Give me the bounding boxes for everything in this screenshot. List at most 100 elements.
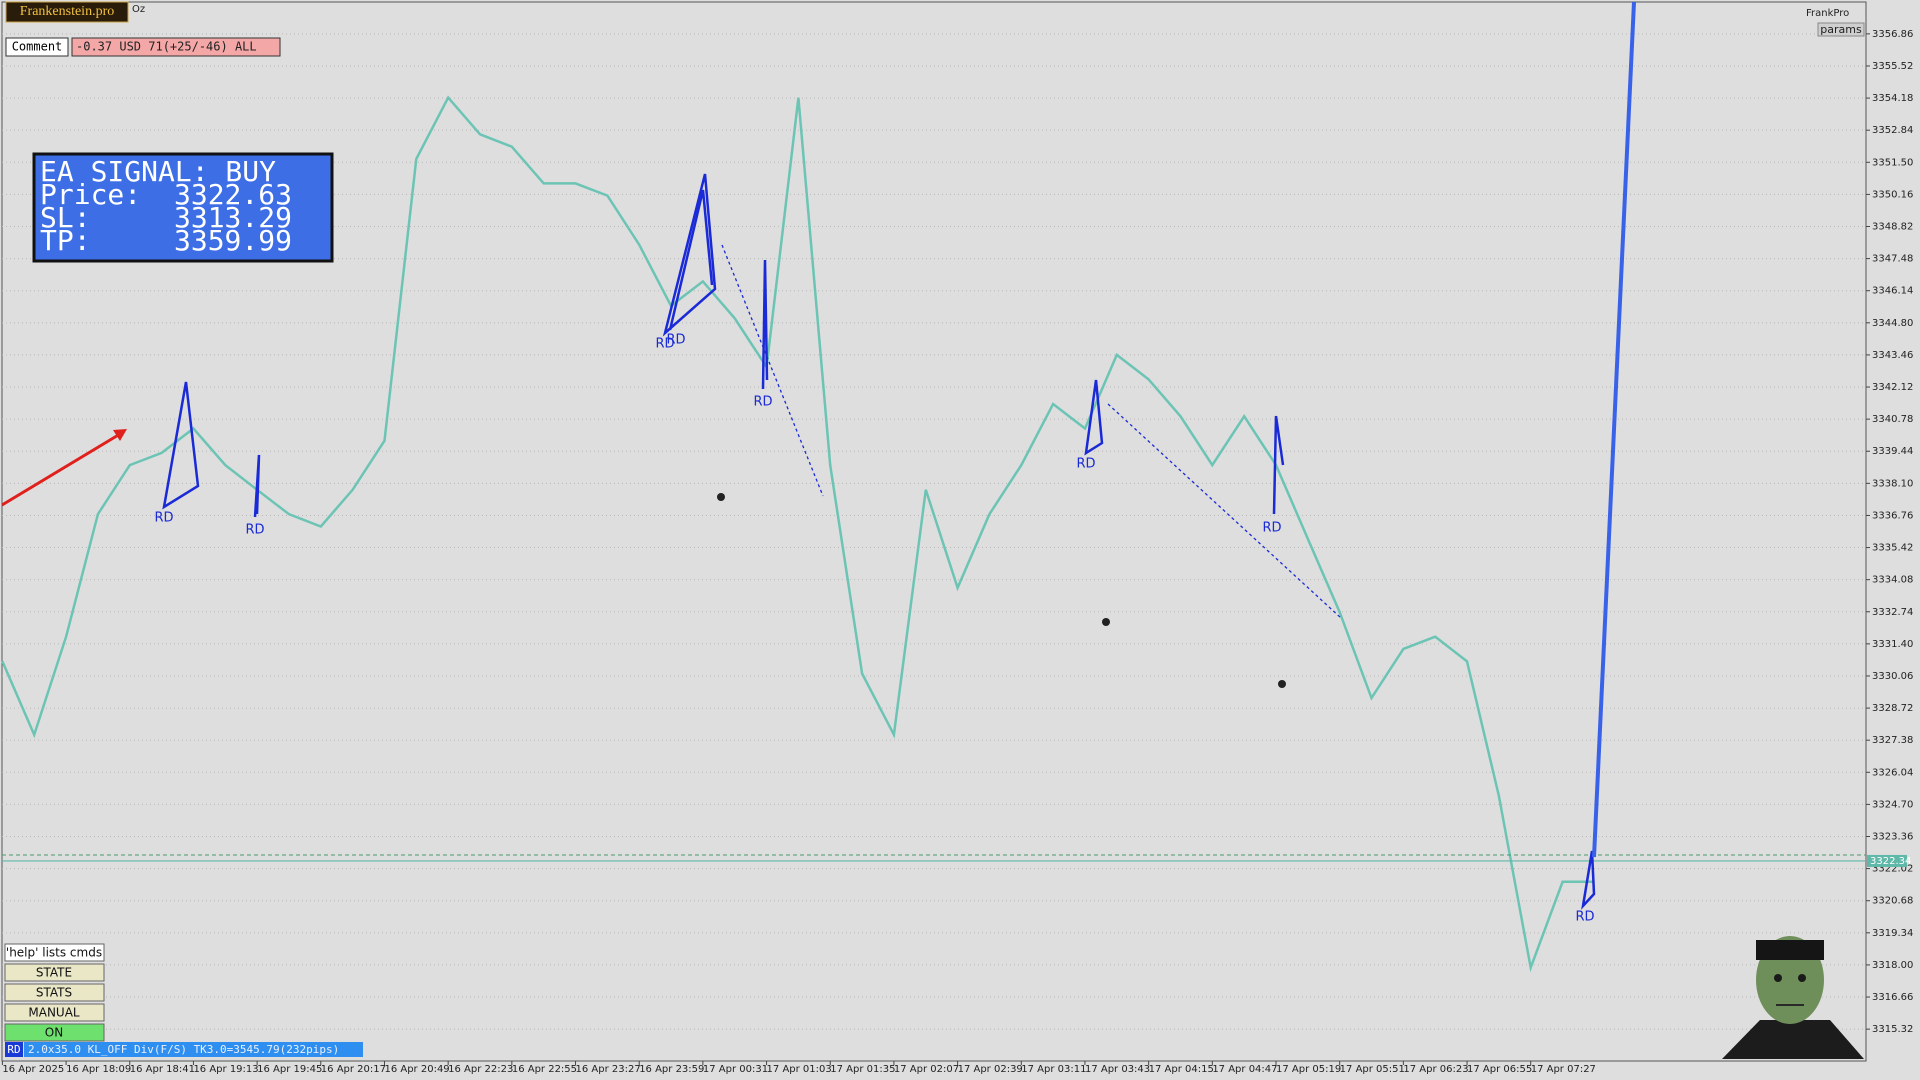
- y-tick-label: 3318.00: [1872, 960, 1913, 971]
- x-tick-label: 17 Apr 01:03: [767, 1064, 832, 1075]
- y-tick-label: 3326.04: [1872, 767, 1913, 778]
- x-tick-label: 16 Apr 22:55: [512, 1064, 577, 1075]
- ea-signal: EA SIGNAL: BUY: [40, 155, 276, 188]
- x-tick-label: 17 Apr 06:55: [1467, 1064, 1532, 1075]
- x-tick-label: 17 Apr 03:11: [1021, 1064, 1086, 1075]
- button[interactable]: [4, 943, 105, 962]
- top-right-label: FrankPro: [1806, 8, 1849, 19]
- patterns: [162, 173, 1596, 910]
- skull: [717, 493, 725, 501]
- pattern: [1581, 850, 1596, 910]
- pattern-label: RD: [1262, 521, 1281, 536]
- x-tick-label: 17 Apr 06:23: [1403, 1064, 1468, 1075]
- x-tick-label: 17 Apr 01:35: [830, 1064, 895, 1075]
- y-tick-label: 3354.18: [1872, 93, 1913, 104]
- button-label[interactable]: 'help' lists cmds: [6, 946, 102, 960]
- pattern-label: RD: [655, 337, 674, 352]
- button-label[interactable]: STATS: [36, 986, 72, 1000]
- pattern: [162, 381, 200, 510]
- account: -0.37 USD 71(+25/-46) ALL: [76, 40, 257, 54]
- params-box[interactable]: [1817, 22, 1865, 37]
- y-tick-label: 3351.50: [1872, 157, 1913, 168]
- button[interactable]: [4, 983, 105, 1002]
- grid: 3356.86 3355.52 3354.18 3352.84 3351.50 3350.…: [1, 29, 1913, 1075]
- pattern-label: RD: [666, 333, 685, 348]
- pattern-label: RD: [154, 511, 173, 526]
- button[interactable]: [4, 1023, 105, 1042]
- button[interactable]: [4, 963, 105, 982]
- button[interactable]: [4, 1003, 105, 1022]
- portrait-coat: [1722, 1020, 1864, 1059]
- x-tick-label: 16 Apr 18:09: [66, 1064, 131, 1075]
- ea-row-label: Price:: [40, 178, 141, 211]
- x-tick-label: 17 Apr 05:19: [1276, 1064, 1341, 1075]
- status-tag-box: [5, 1042, 23, 1057]
- pattern: [662, 173, 717, 337]
- data: 3322.34: [1, 95, 1911, 973]
- y-tick-label: 3322.02: [1872, 864, 1913, 875]
- y-tick-label: 3334.08: [1872, 575, 1913, 586]
- x-tick-label: 17 Apr 00:31: [703, 1064, 768, 1075]
- comment-box[interactable]: [5, 37, 69, 57]
- params[interactable]: params: [1820, 23, 1862, 36]
- x-tick-label: 16 Apr 19:13: [193, 1064, 258, 1075]
- y-tick-label: 3316.66: [1872, 992, 1913, 1003]
- portrait-eye: [1774, 974, 1782, 982]
- y-tick-label: 3320.68: [1872, 896, 1913, 907]
- x-tick-label: 16 Apr 20:49: [384, 1064, 449, 1075]
- y-tick-label: 3342.12: [1872, 382, 1913, 393]
- button-label[interactable]: STATE: [36, 966, 72, 980]
- brand[interactable]: Frankenstein.pro: [20, 4, 114, 19]
- y-tick-label: 3332.74: [1872, 607, 1913, 618]
- divergence: [1107, 403, 1342, 619]
- y-tick-label: 3315.32: [1872, 1024, 1913, 1035]
- skull-icons: [717, 493, 1286, 688]
- y-tick-label: 3348.82: [1872, 221, 1913, 232]
- portrait-hair: [1756, 940, 1824, 960]
- y-tick-label: 3323.36: [1872, 832, 1913, 843]
- y-tick-label: 3338.10: [1872, 478, 1913, 489]
- symbol-suffix: Oz: [132, 4, 145, 15]
- pattern-label: RD: [1575, 910, 1594, 925]
- comment[interactable]: Comment: [12, 40, 63, 54]
- status-box: [24, 1042, 363, 1057]
- y-tick-label: 3346.14: [1872, 286, 1913, 297]
- y-tick-label: 3324.70: [1872, 799, 1913, 810]
- divergence-lines: [721, 244, 1342, 619]
- y-tick-label: 3343.46: [1872, 350, 1913, 361]
- skull: [1278, 680, 1286, 688]
- portrait-eye: [1798, 974, 1806, 982]
- button-label[interactable]: ON: [45, 1026, 63, 1040]
- y-tick-label: 3319.34: [1872, 928, 1913, 939]
- x-tick-label: 16 Apr 23:59: [639, 1064, 704, 1075]
- x-tick-label: 16 Apr 20:17: [321, 1064, 386, 1075]
- y-tick-label: 3355.52: [1872, 61, 1913, 72]
- portrait: [1722, 936, 1864, 1059]
- pattern: [253, 454, 261, 518]
- y-tick-label: 3350.16: [1872, 189, 1913, 200]
- pattern: [761, 259, 769, 390]
- ea-row-value: 3322.63: [174, 178, 292, 211]
- x-tick-label: 16 Apr 2025: [2, 1064, 64, 1075]
- ea-row-value: 3359.99: [174, 224, 292, 257]
- y-tick-label: 3330.06: [1872, 671, 1913, 682]
- ea-panel: [32, 152, 334, 263]
- current-price-box: [1867, 854, 1907, 867]
- pattern: [1084, 379, 1104, 456]
- button-label[interactable]: MANUAL: [28, 1006, 80, 1020]
- pattern-label: RD: [245, 523, 264, 538]
- y-tick-label: 3336.76: [1872, 510, 1913, 521]
- brand-box[interactable]: [5, 1, 129, 23]
- arrow-head: [113, 429, 127, 441]
- y-tick-label: 3331.40: [1872, 639, 1913, 650]
- x-tick-label: 17 Apr 07:27: [1531, 1064, 1596, 1075]
- signal-arrow: [1, 432, 121, 507]
- plot-frame: [1, 1, 1867, 1062]
- y-tick-label: 3327.38: [1872, 735, 1913, 746]
- pattern: [668, 189, 714, 331]
- status-tag: RD: [7, 1043, 20, 1056]
- status-text: 2.0x35.0 KL_OFF Div(F/S) TK3.0=3545.79(2…: [28, 1043, 339, 1056]
- ea-row-value: 3313.29: [174, 201, 292, 234]
